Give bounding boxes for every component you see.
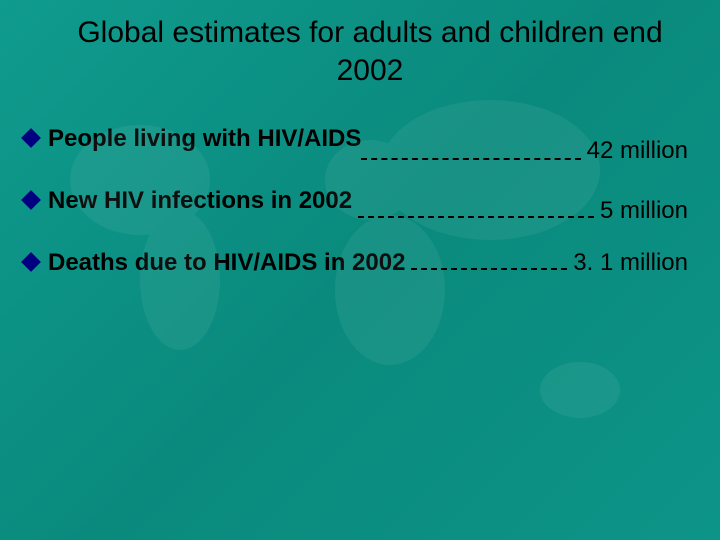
diamond-bullet-icon <box>21 128 41 148</box>
stat-value: 3. 1 million <box>573 249 688 277</box>
slide-title: Global estimates for adults and children… <box>0 0 720 89</box>
stat-label: People living with HIV/AIDS <box>48 125 361 153</box>
diamond-bullet-icon <box>21 252 41 272</box>
stat-item: New HIV infections in 2002 5 million <box>24 187 688 215</box>
leader-line <box>361 158 580 160</box>
leader-line <box>411 268 567 270</box>
diamond-bullet-icon <box>21 190 41 210</box>
stat-value: 5 million <box>600 197 688 225</box>
stat-label: New HIV infections in 2002 <box>48 187 352 215</box>
leader-line <box>358 216 594 218</box>
stats-list: People living with HIV/AIDS 42 million N… <box>0 89 720 277</box>
stat-item: Deaths due to HIV/AIDS in 2002 3. 1 mill… <box>24 249 688 277</box>
stat-label: Deaths due to HIV/AIDS in 2002 <box>48 249 405 277</box>
stat-item: People living with HIV/AIDS 42 million <box>24 125 688 153</box>
stat-value: 42 million <box>587 137 688 165</box>
